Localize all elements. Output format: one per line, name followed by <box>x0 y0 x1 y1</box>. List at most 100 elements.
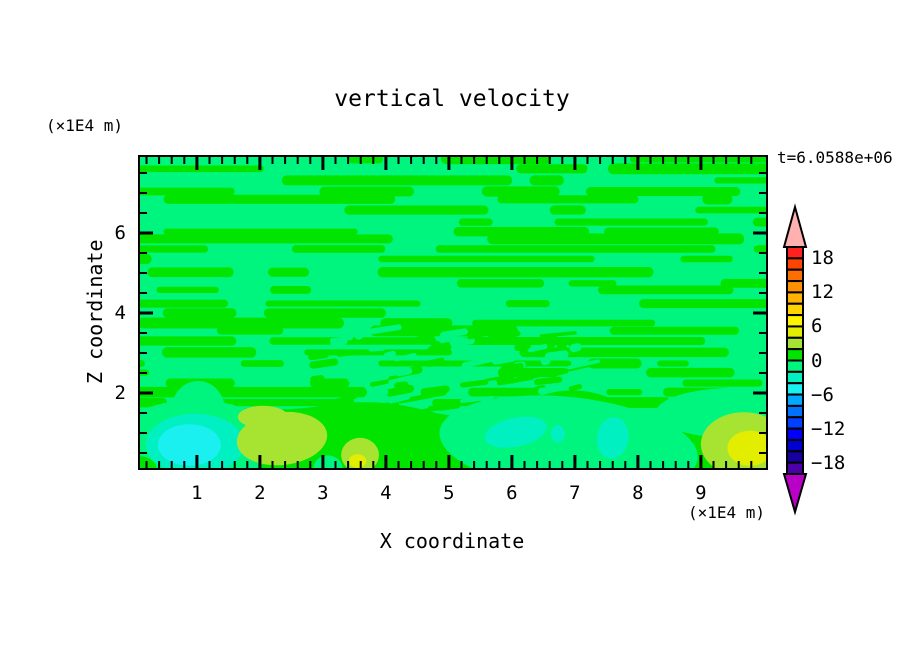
streak <box>163 194 396 204</box>
colorbar-segment <box>786 291 804 305</box>
feature-cyan-bl <box>157 424 221 466</box>
streak <box>497 195 639 204</box>
feature-layer <box>140 381 766 468</box>
plot-frame <box>138 155 768 470</box>
speckle <box>394 381 409 390</box>
colorbar-segment <box>786 257 804 271</box>
streak <box>472 319 656 327</box>
streak <box>197 398 355 407</box>
speckle <box>406 333 435 345</box>
feature-turquoise-oval <box>596 417 629 459</box>
streak <box>529 175 564 186</box>
speckle <box>368 324 402 335</box>
speckle <box>437 403 461 411</box>
colorbar <box>782 203 808 516</box>
speckle <box>539 331 577 338</box>
speckle <box>569 343 582 353</box>
streak <box>695 206 766 214</box>
speckle <box>350 327 368 334</box>
speckle <box>308 351 329 361</box>
speckle <box>467 330 495 340</box>
x-tick-label: 1 <box>191 482 203 504</box>
streak <box>609 326 740 335</box>
streak <box>269 337 437 345</box>
streak <box>377 267 654 278</box>
streak <box>319 186 415 197</box>
speckle <box>323 394 357 406</box>
streak <box>216 326 284 335</box>
colorbar-tick-label: 18 <box>811 247 834 270</box>
streak <box>140 317 344 329</box>
colorbar-tick-label: 12 <box>811 281 834 304</box>
colorbar-tick-label: −6 <box>811 383 834 406</box>
colorbar-segment <box>786 359 804 373</box>
speckle <box>354 331 363 340</box>
speckle <box>431 341 442 350</box>
speckle <box>414 357 445 367</box>
feature-chartreuse-1-bump <box>237 405 289 429</box>
colorbar-segment <box>786 382 804 396</box>
axis-tick-layer <box>140 157 766 468</box>
feature-green-corner-bl <box>140 456 157 468</box>
streak <box>606 389 643 396</box>
streak <box>162 308 237 318</box>
streak <box>161 347 257 358</box>
streak <box>680 255 733 263</box>
x-axis-unit: (×1E4 m) <box>688 503 766 522</box>
streak <box>140 165 264 173</box>
streak <box>657 360 689 367</box>
streak <box>487 233 745 245</box>
speckle <box>329 336 353 343</box>
streak <box>646 367 735 378</box>
speckle <box>535 345 568 358</box>
x-tick-label: 6 <box>506 482 518 504</box>
colorbar-segments <box>786 246 804 475</box>
streak <box>608 163 766 175</box>
streak <box>456 279 545 288</box>
speckle <box>567 359 600 370</box>
colorbar-segment <box>786 268 804 283</box>
streak <box>140 234 393 244</box>
colorbar-segment <box>786 450 804 464</box>
x-tick-label: 4 <box>380 482 392 504</box>
speckle <box>568 384 583 392</box>
z-axis-unit: (×1E4 m) <box>46 116 124 135</box>
colorbar-segment <box>786 246 804 260</box>
speckle <box>394 352 417 362</box>
streak <box>568 280 617 287</box>
streak <box>505 300 550 308</box>
colorbar-segment <box>786 302 804 317</box>
streak <box>156 286 219 294</box>
streak <box>140 253 152 265</box>
y-tick-label: 6 <box>114 222 126 244</box>
speckle <box>501 362 524 372</box>
streak <box>270 285 312 294</box>
colorbar-segment <box>786 325 804 339</box>
streak <box>702 194 733 205</box>
colorbar-tick-label: 0 <box>811 349 823 372</box>
x-tick-label: 9 <box>695 482 707 504</box>
streak <box>682 379 763 387</box>
x-tick-label: 7 <box>569 482 581 504</box>
streak <box>720 278 766 288</box>
streak <box>268 267 310 277</box>
speckle <box>370 379 389 387</box>
speckle <box>310 385 333 394</box>
streak <box>281 175 513 186</box>
colorbar-segment <box>786 314 804 328</box>
speckle <box>387 394 411 404</box>
streak <box>147 267 234 278</box>
x-tick-label: 5 <box>443 482 455 504</box>
contour-field-layer <box>140 157 766 468</box>
speckle <box>534 376 563 386</box>
streak <box>516 164 588 174</box>
contour-plot <box>138 155 768 470</box>
streak <box>435 245 716 253</box>
colorbar-tick-label: −18 <box>811 451 846 474</box>
x-tick-label: 8 <box>632 482 644 504</box>
streak <box>265 300 421 307</box>
streak <box>140 187 235 196</box>
speckle <box>527 344 548 353</box>
streak <box>140 360 145 367</box>
streak <box>639 299 766 309</box>
